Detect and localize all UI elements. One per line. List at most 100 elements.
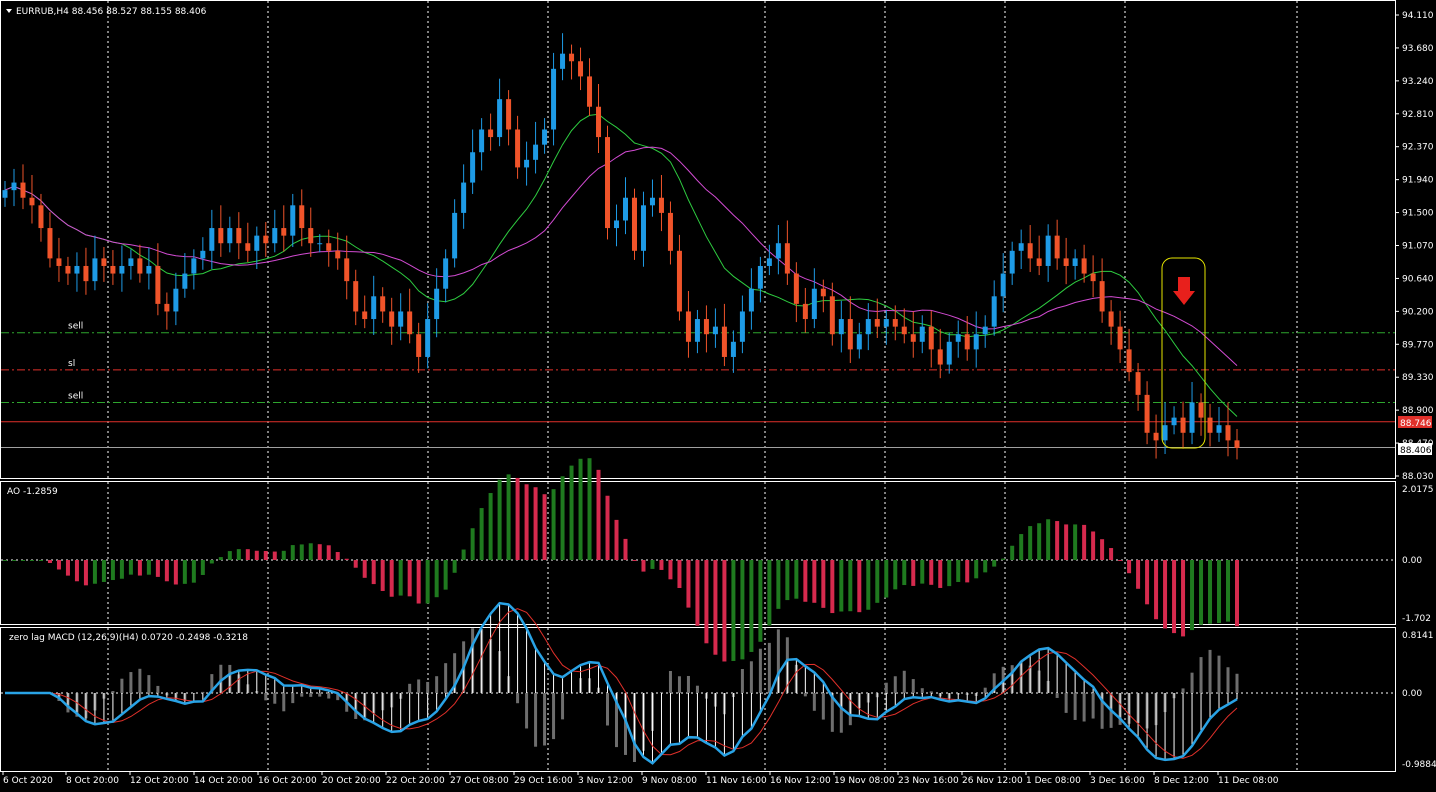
- candle-body: [937, 349, 943, 365]
- candle-body: [344, 258, 350, 282]
- highlight-box[interactable]: [1161, 257, 1206, 449]
- ao-bar: [1028, 526, 1033, 560]
- ao-bar: [1199, 560, 1204, 625]
- candle-body: [398, 311, 404, 327]
- ao-bar: [479, 508, 484, 560]
- time-axis-label: 11 Nov 16:00: [706, 776, 767, 786]
- candle-body: [497, 99, 503, 138]
- time-axis-label: 3 Nov 12:00: [578, 776, 633, 786]
- ao-bar: [1001, 558, 1006, 560]
- candle-body: [1162, 425, 1168, 441]
- candle-body: [164, 303, 170, 312]
- moving-average-line: [4, 113, 1238, 417]
- candle-body: [488, 129, 494, 138]
- ao-bar: [371, 560, 376, 585]
- candle-body: [191, 258, 197, 274]
- time-axis-label: 8 Dec 12:00: [1154, 776, 1209, 786]
- ao-bar: [1172, 560, 1177, 634]
- candle-body: [1207, 417, 1213, 433]
- ao-bar: [632, 560, 637, 561]
- candle-body: [362, 311, 368, 320]
- candle-body: [730, 341, 736, 357]
- candle-body: [146, 265, 152, 274]
- ao-bar: [596, 469, 601, 560]
- ao-bar: [191, 560, 196, 583]
- symbol-header: EURRUB,H4 88.456 88.527 88.155 88.406: [16, 7, 207, 17]
- candle-body: [614, 220, 620, 229]
- ao-bar: [83, 560, 88, 586]
- candle-body: [308, 228, 314, 244]
- candle-body: [703, 319, 709, 335]
- level-label: sell: [68, 391, 83, 401]
- ao-bar: [146, 560, 151, 575]
- ao-bar: [101, 560, 106, 582]
- level-lines[interactable]: sell sl sell: [1, 322, 1395, 448]
- ao-bar: [938, 560, 943, 588]
- ao-bar: [290, 545, 295, 560]
- candle-body: [1063, 258, 1069, 266]
- candle-body: [1081, 258, 1087, 274]
- candle-body: [883, 319, 889, 327]
- ao-bar: [380, 560, 385, 591]
- down-arrow-icon[interactable]: [1173, 277, 1195, 305]
- candle-body: [766, 258, 772, 266]
- candle-body: [640, 205, 646, 251]
- ao-bar: [920, 560, 925, 584]
- candle-body: [1117, 326, 1123, 350]
- ao-bar: [677, 560, 682, 588]
- price-axis-label: 91.500: [1402, 209, 1434, 219]
- ao-bar: [1082, 524, 1087, 560]
- candle-body: [470, 152, 476, 183]
- current-price-tag: 88.406: [1400, 446, 1432, 456]
- price-axis-label: 88.900: [1402, 406, 1434, 416]
- ao-bar: [902, 560, 907, 586]
- time-axis-label: 14 Oct 20:00: [194, 776, 253, 786]
- ao-bar: [452, 560, 457, 573]
- ao-bar: [1073, 524, 1078, 560]
- candle-body: [587, 76, 593, 107]
- candle-body: [1099, 281, 1105, 312]
- candlesticks: [2, 33, 1240, 460]
- price-axes: 94.110 93.680 93.240 92.810 92.370 91.940 91.5…: [1395, 11, 1436, 770]
- candle-body: [65, 265, 71, 274]
- ao-bar: [1208, 560, 1213, 624]
- current-price-tag-bg: [1398, 443, 1432, 455]
- ao-bar: [533, 487, 538, 560]
- candle-body: [56, 258, 62, 266]
- candle-body: [1108, 311, 1114, 327]
- candle-body: [739, 311, 745, 342]
- ao-bar: [929, 560, 934, 585]
- ao-bar: [1109, 548, 1114, 560]
- price-axis-label: 90.640: [1402, 274, 1434, 284]
- ao-bar: [551, 489, 556, 560]
- ao-bar: [128, 560, 133, 575]
- ao-bar: [893, 560, 898, 590]
- ao-bar: [1055, 521, 1060, 560]
- ao-bar: [389, 560, 394, 597]
- ao-bar: [1163, 560, 1168, 629]
- ao-bar: [299, 544, 304, 560]
- ao-bar: [335, 552, 340, 560]
- candle-body: [20, 182, 26, 198]
- ao-bar: [722, 560, 727, 662]
- ao-bar: [155, 560, 160, 577]
- ao-bar: [524, 484, 529, 560]
- candle-body: [865, 319, 871, 335]
- ao-bar: [344, 558, 349, 560]
- ao-bar: [1217, 560, 1222, 623]
- candle-body: [1234, 440, 1240, 448]
- candle-body: [775, 243, 781, 259]
- ao-bar: [281, 550, 286, 560]
- candle-body: [371, 296, 377, 320]
- ao-bar: [983, 560, 988, 573]
- candle-body: [524, 159, 530, 168]
- ao-bar: [1181, 560, 1186, 637]
- candle-body: [290, 205, 296, 236]
- price-axis-label: 91.940: [1402, 176, 1434, 186]
- dropdown-triangle-icon[interactable]: [6, 9, 12, 13]
- alert-price-tag: 88.746: [1400, 419, 1432, 429]
- ao-bar: [713, 560, 718, 655]
- ao-bar: [38, 560, 43, 561]
- candle-body: [209, 228, 215, 251]
